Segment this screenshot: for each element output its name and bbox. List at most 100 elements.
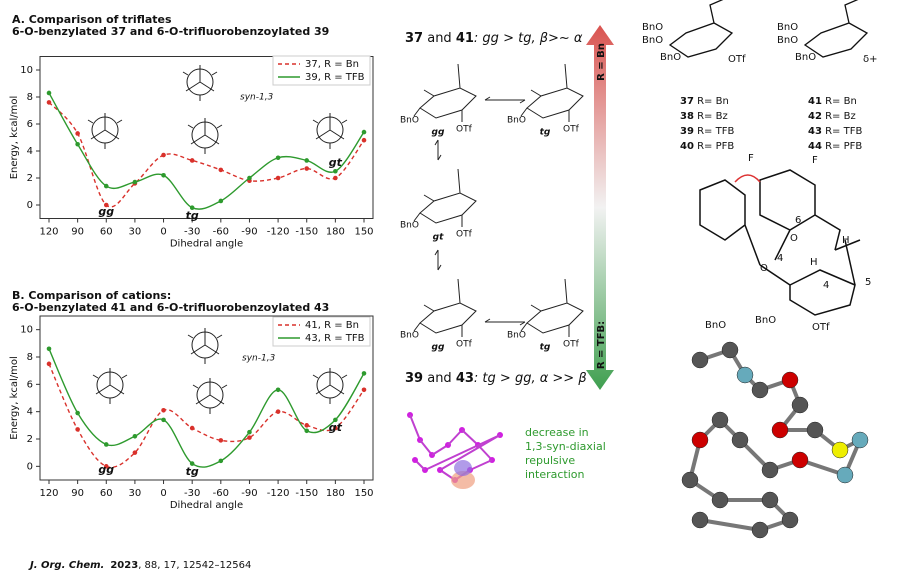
newman-bonds (192, 378, 228, 414)
atom (412, 457, 418, 463)
annotation: syn-1,3 (240, 93, 274, 103)
newman-bonds (182, 65, 218, 101)
compound-entry: 37 R= Bn (680, 96, 729, 107)
data-point (75, 141, 80, 147)
citation-year: 2023 (110, 560, 138, 571)
structure-label: OTf (812, 322, 830, 333)
data-point (132, 450, 138, 455)
model-atom (681, 471, 699, 489)
compound-r: R= Bz (694, 111, 728, 122)
data-point (103, 464, 109, 469)
bond (447, 429, 463, 446)
data-point (103, 202, 109, 208)
legend-label: 43, R = TFB (305, 333, 365, 344)
donor-label: δ+ (863, 54, 878, 65)
x-tick-label: -60 (213, 227, 229, 238)
chem-label: OTf (563, 340, 580, 350)
data-point (46, 90, 52, 96)
model-atom (691, 511, 709, 529)
y-tick-label: 4 (27, 407, 33, 418)
y-tick-label: 10 (20, 65, 33, 76)
series-line (48, 92, 365, 210)
data-point (247, 435, 252, 440)
donor-label: OR (861, 0, 876, 3)
compound-number: 40 (680, 141, 694, 152)
data-point (218, 438, 224, 443)
compound-r: R= Bz (822, 111, 856, 122)
model-atom (691, 351, 709, 369)
data-point (46, 361, 52, 367)
y-tick-label: 2 (27, 173, 33, 184)
x-axis-label: Dihedral angle (170, 500, 243, 511)
chem-label: OTf (456, 125, 473, 135)
annotation: tg (186, 465, 199, 478)
compound-entry: 43 R= TFB (808, 126, 862, 137)
model-atom (771, 421, 789, 439)
legend-label: 37, R = Bn (305, 59, 359, 70)
chem-label: OTf (456, 340, 473, 350)
donor-label: BnO (642, 22, 663, 33)
compound-entry: 41 R= Bn (808, 96, 857, 107)
equilibrium-arrow (484, 318, 526, 326)
y-tick-label: 4 (27, 146, 33, 157)
data-point (361, 137, 367, 143)
content: A. Comparison of triflates6-O-benzylated… (9, 0, 878, 571)
data-point (161, 417, 166, 423)
model-atom (806, 421, 824, 439)
x-tick-label: 0 (160, 227, 166, 238)
legend-box (272, 55, 371, 86)
bond (439, 434, 501, 471)
plot-frame (39, 56, 374, 219)
caption: 37 and 41: gg > tg, β>~ α (405, 31, 583, 46)
y-tick-label: 6 (27, 379, 33, 390)
equilibrium-arrow (434, 249, 442, 271)
chart-title: A. Comparison of triflates (12, 13, 172, 26)
newman-bonds (187, 328, 223, 364)
bond (419, 439, 433, 456)
data-point (247, 429, 252, 435)
caption-part: and (423, 31, 456, 46)
x-tick-label: 30 (129, 227, 142, 238)
x-tick-label: -120 (267, 227, 290, 238)
data-point (189, 158, 195, 163)
x-tick-label: 90 (71, 488, 84, 499)
donor-label: OR (726, 0, 741, 3)
trend-label: R = TFB: (596, 321, 607, 369)
model-atom (831, 441, 849, 459)
x-tick-label: -60 (213, 488, 229, 499)
caption-part: : gg > tg, β>~ α (474, 31, 583, 46)
chem-label: BnO (507, 331, 526, 341)
data-point (333, 425, 338, 431)
series-line (48, 363, 365, 468)
compound-r: R= TFB (822, 126, 863, 137)
data-point (218, 458, 224, 464)
data-point (304, 158, 310, 163)
y-tick-label: 8 (27, 92, 33, 103)
compound-number: 41 (808, 96, 822, 107)
structure-label: F (812, 155, 818, 166)
model-atom (711, 491, 729, 509)
annotation: gg (98, 205, 114, 218)
x-tick-label: 150 (354, 488, 373, 499)
bond (409, 414, 421, 441)
caption-part: 37 (405, 31, 423, 46)
data-point (361, 387, 367, 393)
equilibrium-arrow (484, 96, 526, 104)
sugar-ring (413, 168, 477, 227)
model-atom (751, 521, 769, 539)
data-point (103, 442, 109, 447)
data-point (333, 168, 338, 174)
model-atom (736, 366, 754, 384)
data-point (218, 198, 224, 204)
bond (424, 434, 501, 471)
data-point (161, 173, 166, 178)
model-atom (761, 461, 779, 479)
compound-number: 42 (808, 111, 822, 122)
compound-entry: 39 R= TFB (680, 126, 734, 137)
y-axis-label: Energy, kcal/mol (9, 96, 20, 180)
data-point (75, 427, 80, 432)
data-point (333, 175, 338, 181)
model-atom (851, 431, 869, 449)
x-tick-label: 60 (100, 488, 113, 499)
x-tick-label: 30 (129, 488, 142, 499)
